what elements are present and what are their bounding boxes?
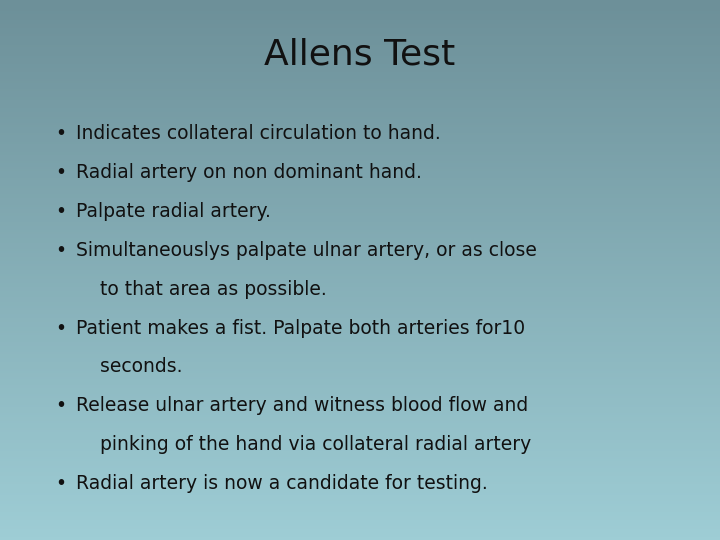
Text: Patient makes a fist. Palpate both arteries for10: Patient makes a fist. Palpate both arter… [76, 319, 525, 338]
Text: Indicates collateral circulation to hand.: Indicates collateral circulation to hand… [76, 124, 441, 143]
Text: Allens Test: Allens Test [264, 38, 456, 72]
Text: Release ulnar artery and witness blood flow and: Release ulnar artery and witness blood f… [76, 396, 528, 415]
Text: pinking of the hand via collateral radial artery: pinking of the hand via collateral radia… [76, 435, 531, 454]
Text: seconds.: seconds. [76, 357, 182, 376]
Text: •: • [55, 163, 67, 182]
Text: Palpate radial artery.: Palpate radial artery. [76, 202, 271, 221]
Text: •: • [55, 319, 67, 338]
Text: •: • [55, 396, 67, 415]
Text: Simultaneouslys palpate ulnar artery, or as close: Simultaneouslys palpate ulnar artery, or… [76, 241, 536, 260]
Text: •: • [55, 241, 67, 260]
Text: •: • [55, 202, 67, 221]
Text: •: • [55, 124, 67, 143]
Text: •: • [55, 474, 67, 493]
Text: to that area as possible.: to that area as possible. [76, 280, 326, 299]
Text: Radial artery on non dominant hand.: Radial artery on non dominant hand. [76, 163, 421, 182]
Text: Radial artery is now a candidate for testing.: Radial artery is now a candidate for tes… [76, 474, 487, 493]
